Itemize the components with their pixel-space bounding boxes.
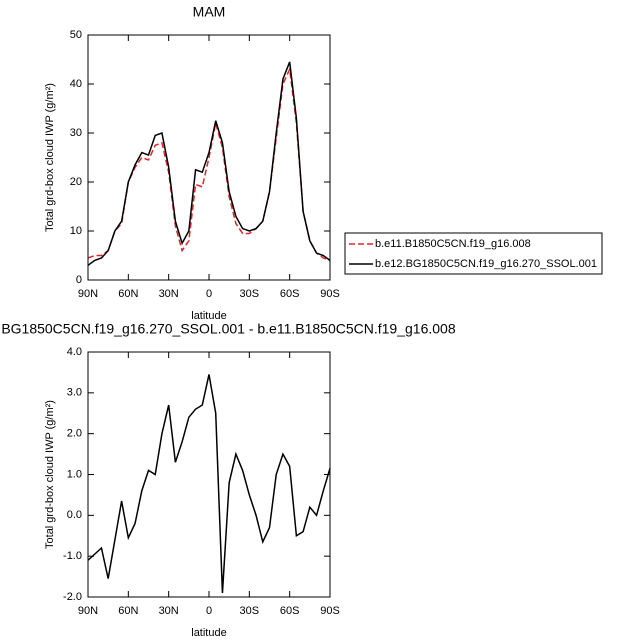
y-tick-label: 30 [70,127,82,139]
x-tick-label: 90N [78,605,98,617]
x-axis-label: latitude [191,627,226,639]
y-tick-label: 0 [76,274,82,286]
y-tick-label: 10 [70,225,82,237]
x-tick-label: 60S [280,605,300,617]
y-axis-label: Total grd-box cloud IWP (g/m²) [44,83,56,232]
y-tick-label: 0.0 [67,509,82,521]
x-tick-label: 30N [159,605,179,617]
series-line [87,374,331,593]
series-line [87,61,331,266]
x-tick-label: 90N [78,288,98,300]
y-tick-label: 20 [70,176,82,188]
chart-title: b.e12.BG1850C5CN.f19_g16.270_SSOL.001 - … [0,321,456,337]
plot-frame [87,34,331,281]
x-axis-label: latitude [191,310,226,322]
x-tick-label: 90S [320,288,340,300]
x-tick-label: 60S [280,288,300,300]
y-tick-label: 2.0 [67,428,82,440]
plot-frame [87,351,331,598]
y-tick-label: 50 [70,29,82,41]
x-tick-label: 30S [240,288,260,300]
chart-title: MAM [193,4,226,20]
y-tick-label: 4.0 [67,346,82,358]
y-tick-label: 3.0 [67,387,82,399]
legend-label: b.e11.B1850C5CN.f19_g16.008 [375,238,531,250]
y-tick-label: 40 [70,78,82,90]
x-tick-label: 60N [118,605,138,617]
y-tick-label: -1.0 [63,550,82,562]
y-tick-label: 1.0 [67,468,82,480]
x-tick-label: 90S [320,605,340,617]
x-tick-label: 30N [159,288,179,300]
legend-box [344,232,603,275]
legend-label: b.e12.BG1850C5CN.f19_g16.270_SSOL.001 [375,258,597,270]
x-tick-label: 60N [118,288,138,300]
x-tick-label: 0 [206,605,212,617]
x-tick-label: 0 [206,288,212,300]
x-tick-label: 30S [240,605,260,617]
y-tick-label: -2.0 [63,591,82,603]
y-axis-label: Total grd-box cloud IWP (g/m²) [44,400,56,549]
